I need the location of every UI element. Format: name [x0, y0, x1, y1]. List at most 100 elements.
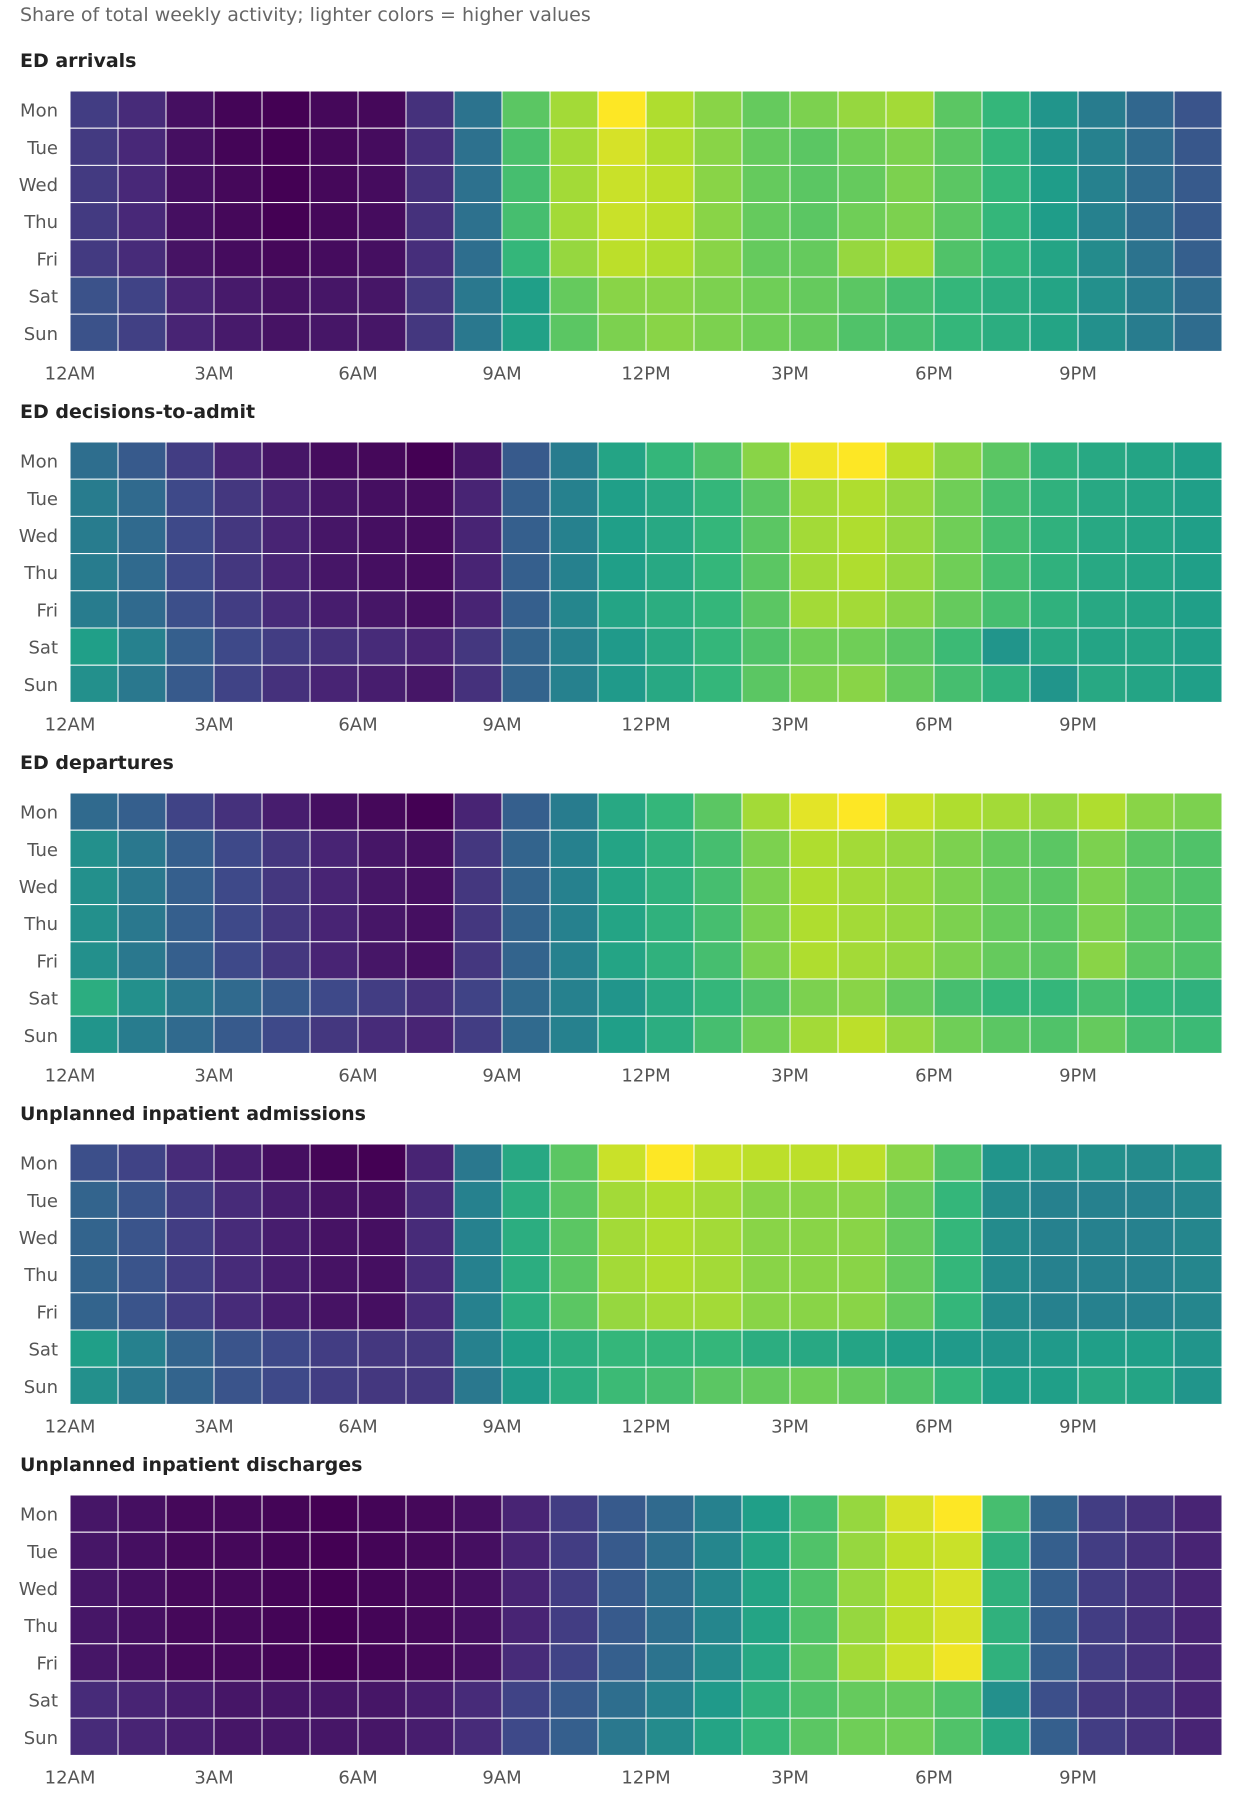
day-label: Thu: [23, 212, 58, 233]
x-tick-label: 6AM: [338, 363, 377, 384]
heatmap-cell: [69, 792, 119, 831]
heatmap-cell: [885, 1606, 935, 1645]
heatmap-cell: [69, 1015, 119, 1054]
heatmap-cell: [117, 1494, 167, 1533]
heatmap-cell: [309, 1494, 359, 1533]
heatmap-cell: [1125, 627, 1175, 666]
heatmap-cell: [549, 627, 599, 666]
heatmap-cell: [309, 1606, 359, 1645]
heatmap-cell: [309, 276, 359, 315]
heatmap-cell: [501, 1015, 551, 1054]
heatmap-cell: [69, 1717, 119, 1756]
heatmap-cell: [1173, 829, 1223, 868]
heatmap-cell: [165, 866, 215, 906]
heatmap-cell: [693, 553, 743, 592]
heatmap-cell: [1029, 792, 1079, 831]
heatmap-cell: [261, 590, 311, 629]
x-tick-label: 12PM: [621, 714, 670, 735]
x-tick-label: 9PM: [1059, 1065, 1097, 1086]
heatmap-cell: [309, 941, 359, 980]
heatmap-cell: [1029, 829, 1079, 868]
day-label: Mon: [20, 1505, 58, 1526]
heatmap-cell: [885, 1680, 935, 1719]
heatmap-cell: [117, 441, 167, 480]
heatmap-cell: [693, 1494, 743, 1533]
heatmap-cell: [1173, 866, 1223, 906]
heatmap-cell: [1077, 664, 1127, 703]
heatmap-cell: [741, 1255, 791, 1294]
heatmap-cell: [357, 941, 407, 980]
heatmap-cell: [1029, 590, 1079, 629]
heatmap-cell: [933, 553, 983, 592]
heatmap-cell: [1125, 664, 1175, 703]
heatmap-cell: [69, 904, 119, 943]
heatmap-cell: [885, 627, 935, 666]
heatmap-cell: [405, 313, 455, 352]
day-label: Mon: [20, 1154, 58, 1175]
heatmap-cell: [405, 1717, 455, 1756]
heatmap-cell: [261, 1255, 311, 1294]
heatmap-cell: [885, 1255, 935, 1294]
heatmap-cell: [213, 553, 263, 592]
heatmap-cell: [837, 1494, 887, 1533]
heatmap-cell: [1029, 1680, 1079, 1719]
heatmap-cell: [741, 1643, 791, 1682]
heatmap-cell: [597, 515, 647, 555]
day-label: Fri: [37, 951, 58, 972]
heatmap-cell: [837, 478, 887, 517]
heatmap-cell: [405, 1366, 455, 1405]
heatmap-cell: [789, 90, 839, 129]
heatmap-cell: [981, 1606, 1031, 1645]
heatmap-cell: [405, 553, 455, 592]
heatmap-cell: [69, 1643, 119, 1682]
heatmap-cell: [117, 1643, 167, 1682]
heatmap-cell: [357, 441, 407, 480]
x-tick-label: 3AM: [194, 1767, 233, 1788]
heatmap-cell: [1125, 1531, 1175, 1570]
heatmap-cell: [453, 90, 503, 129]
heatmap-cell: [981, 1643, 1031, 1682]
heatmap-cell: [981, 1494, 1031, 1533]
heatmap-cell: [549, 276, 599, 315]
heatmap-cell: [885, 941, 935, 980]
x-tick-label: 9PM: [1059, 1767, 1097, 1788]
heatmap-cell: [165, 664, 215, 703]
x-tick-label: 9PM: [1059, 714, 1097, 735]
heatmap-cell: [453, 1255, 503, 1294]
heatmap-cell: [645, 1606, 695, 1645]
heatmap-cell: [117, 1143, 167, 1182]
heatmap-cell: [981, 127, 1031, 166]
heatmap-cell: [549, 202, 599, 241]
heatmap-cell: [117, 202, 167, 241]
heatmap-cell: [549, 1366, 599, 1405]
heatmap-cell: [405, 239, 455, 278]
heatmap-cell: [789, 1143, 839, 1182]
heatmap-cell: [453, 164, 503, 204]
heatmap-cell: [741, 829, 791, 868]
heatmap-cell: [165, 590, 215, 629]
heatmap-cell: [741, 1180, 791, 1219]
heatmap-cell: [1029, 627, 1079, 666]
heatmap-cell: [309, 515, 359, 555]
heatmap-cell: [453, 792, 503, 831]
heatmap-cell: [933, 1643, 983, 1682]
heatmap-cell: [645, 1568, 695, 1608]
heatmap-cell: [885, 276, 935, 315]
heatmap-cell: [357, 1494, 407, 1533]
heatmap-cell: [741, 590, 791, 629]
heatmap-cell: [165, 127, 215, 166]
heatmap-cell: [693, 664, 743, 703]
heatmap-cell: [309, 664, 359, 703]
x-tick-label: 6AM: [338, 1767, 377, 1788]
heatmap-cell: [1125, 1015, 1175, 1054]
heatmap-cell: [1125, 1606, 1175, 1645]
heatmap-cell: [549, 441, 599, 480]
x-tick-label: 3PM: [771, 1065, 809, 1086]
heatmap-cell: [645, 276, 695, 315]
heatmap-cell: [693, 1568, 743, 1608]
day-label: Wed: [19, 526, 58, 547]
heatmap-cell: [1029, 478, 1079, 517]
heatmap-cell: [885, 478, 935, 517]
heatmap-cell: [165, 239, 215, 278]
heatmap-cell: [261, 1366, 311, 1405]
